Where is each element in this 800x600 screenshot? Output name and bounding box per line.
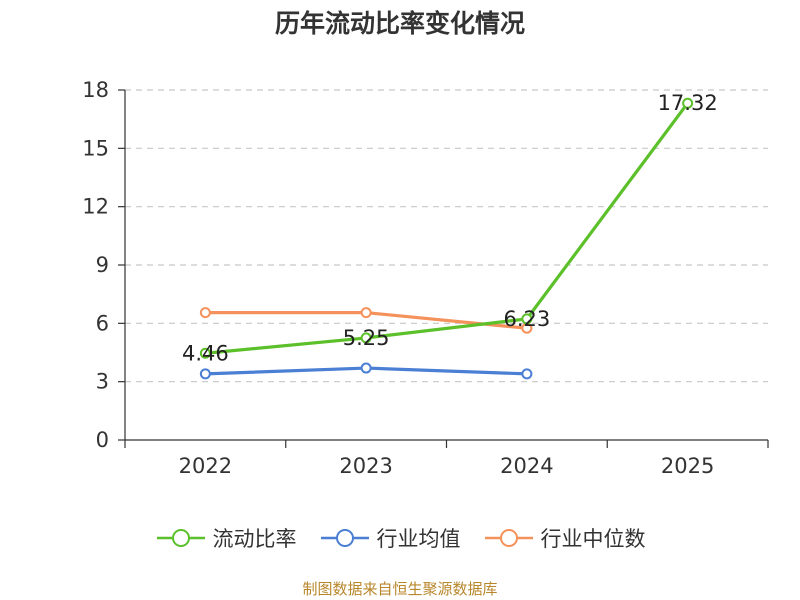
- chart-title: 历年流动比率变化情况: [274, 9, 525, 38]
- data-labels: 4.46 5.25 6.23 17.32: [182, 91, 718, 365]
- legend: 流动比率 行业均值 行业中位数: [0, 518, 800, 558]
- legend-swatch-1: [156, 529, 205, 547]
- series-1-point-2025: [682, 97, 694, 109]
- y-tick-label-12: 12: [82, 195, 109, 219]
- legend-item-2[interactable]: 行业均值: [319, 523, 461, 553]
- series-2-point-2023: [360, 362, 372, 374]
- series-line-1: [205, 102, 689, 355]
- gridlines: [125, 89, 768, 383]
- data-label-2024: 6.23: [503, 307, 550, 331]
- series-2-point-2022: [199, 368, 211, 380]
- data-label-2022: 4.46: [182, 341, 229, 365]
- legend-swatch-2: [320, 529, 369, 547]
- series-1-point-2024: [521, 313, 533, 325]
- source-note: 制图数据来自恒生聚源数据库: [302, 580, 498, 598]
- legend-swatch-3: [484, 529, 533, 547]
- y-tick-label-0: 0: [96, 428, 109, 452]
- x-tick-label-2023: 2023: [339, 454, 392, 478]
- y-tick-label-9: 9: [96, 253, 109, 277]
- series-2-point-2024: [521, 368, 533, 380]
- series-lines: [199, 97, 694, 380]
- series-1-point-2022: [199, 347, 211, 359]
- x-tick-label-2024: 2024: [500, 454, 553, 478]
- series-3-point-2023: [360, 307, 372, 319]
- x-tick-label-2025: 2025: [661, 454, 714, 478]
- legend-label-2: 行业均值: [376, 527, 461, 551]
- series-1-point-2023: [360, 332, 372, 344]
- data-label-2023: 5.25: [343, 326, 390, 350]
- series-3-point-2022: [199, 307, 211, 319]
- y-tick-label-18: 18: [82, 78, 109, 102]
- legend-item-1[interactable]: 流动比率: [155, 523, 297, 553]
- data-label-2025: 17.32: [658, 91, 718, 115]
- y-tick-label-15: 15: [82, 136, 109, 160]
- y-tick-label-6: 6: [96, 311, 109, 335]
- x-tick-label-2022: 2022: [179, 454, 232, 478]
- legend-label-1: 流动比率: [212, 527, 297, 551]
- legend-label-3: 行业中位数: [540, 527, 646, 551]
- axes: 0 3 6 9 12 15 18 2022 2023 2024 2025: [82, 78, 769, 478]
- y-tick-label-3: 3: [96, 370, 109, 394]
- legend-item-3[interactable]: 行业中位数: [483, 523, 646, 553]
